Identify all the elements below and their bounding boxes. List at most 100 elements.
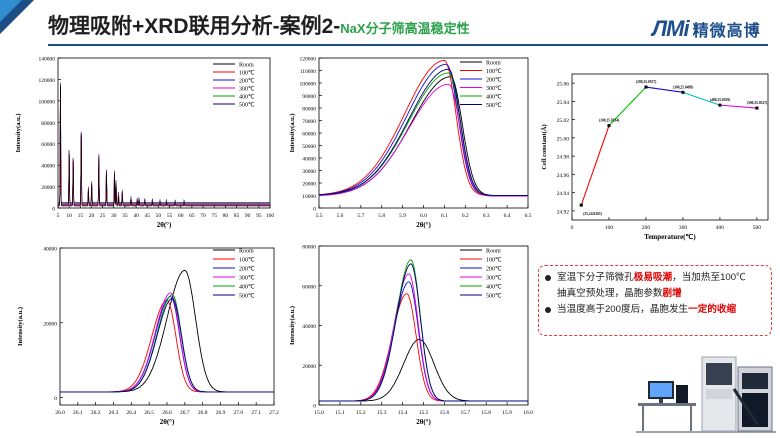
series-line-200c [319, 63, 528, 196]
y-tick-label: 70000 [302, 119, 316, 125]
x-tick-label: 95 [256, 213, 262, 219]
x-tick-label: 26.7 [180, 410, 190, 416]
data-label: (500,25.0327) [747, 101, 768, 105]
y-tick-label: 60000 [41, 142, 55, 148]
note-text: ，当加热至100℃ [672, 272, 746, 283]
x-tick-label: 500 [753, 225, 762, 231]
x-tick-label: 0 [571, 225, 574, 231]
x-tick-label: 90 [245, 213, 251, 219]
y-tick-label: 40000 [302, 157, 316, 163]
legend-label: 200℃ [486, 267, 502, 273]
x-tick-label: 6.2 [462, 213, 469, 219]
y-tick-label: 0 [313, 207, 316, 213]
y-tick-label: 50000 [302, 144, 316, 150]
series-line-200c [58, 84, 270, 205]
x-tick-label: 15.3 [377, 410, 387, 416]
x-tick-label: 15.6 [440, 410, 450, 416]
x-axis-label: Temperature(℃) [644, 233, 696, 241]
legend-label: 100℃ [486, 69, 502, 75]
title-sub: NaX分子筛高温稳定性 [340, 21, 470, 36]
y-tick-label: 25.04 [557, 100, 570, 106]
data-point [607, 124, 611, 128]
x-tick-label: 5 [57, 213, 60, 219]
x-tick-label: 26.2 [91, 410, 101, 416]
series-line-room [319, 338, 528, 402]
legend-label: 200℃ [486, 78, 502, 84]
x-tick-label: 20 [89, 213, 95, 219]
y-tick-label: 0 [54, 396, 57, 402]
x-tick-label: 15.9 [502, 410, 512, 416]
note-text: 室温下分子筛微孔 [557, 272, 634, 283]
x-tick-label: 85 [234, 213, 240, 219]
note-text: 抽真空预处理，晶胞参数 [557, 288, 663, 299]
legend-label: 500℃ [239, 294, 255, 300]
x-tick-label: 10 [66, 213, 72, 219]
x-tick-label: 5.8 [378, 213, 385, 219]
plot-frame [57, 57, 271, 209]
x-tick-label: 30 [111, 213, 117, 219]
data-label: (200,25.0557) [636, 80, 657, 84]
data-label: (25,24.9263) [583, 212, 602, 216]
y-tick-label: 30000 [302, 169, 316, 175]
x-tick-label: 15.2 [356, 410, 366, 416]
x-tick-label: 5.7 [357, 213, 364, 219]
series-line-500c [318, 68, 528, 196]
company-logo: ЛMi 精微高博 [652, 16, 761, 42]
conclusion-box: 室温下分子筛微孔极易吸潮，当加热至100℃ 抽真空预处理，晶胞参数剧增 当温度高于… [538, 265, 772, 336]
y-tick-label: 24.92 [557, 209, 570, 215]
x-tick-label: 27.2 [269, 410, 279, 416]
y-tick-label: 0 [313, 404, 316, 410]
y-tick-label: 100000 [39, 99, 56, 105]
y-axis-label: Intensity(a.u.) [289, 306, 296, 345]
y-axis-label: Intensity(a.u.) [17, 307, 24, 346]
logo-mark: ЛMi [652, 16, 690, 41]
x-tick-label: 5.6 [336, 213, 343, 219]
corner-decoration-inner [0, 0, 22, 22]
legend-label: 300℃ [239, 87, 255, 93]
legend-label: Room [486, 61, 501, 67]
legend-label: 100℃ [486, 258, 502, 264]
note-text: 当温度高于200度后，晶胞发生 [557, 304, 689, 315]
legend-label: 300℃ [486, 86, 502, 92]
legend-label: 300℃ [486, 276, 502, 282]
x-tick-label: 5.9 [399, 213, 406, 219]
x-tick-label: 60 [178, 213, 184, 219]
legend-label: Room [239, 63, 254, 69]
note-1: 室温下分子筛微孔极易吸潮，当加热至100℃ 抽真空预处理，晶胞参数剧增 [545, 270, 765, 302]
series-line-300c [58, 83, 270, 205]
series-segment [580, 125, 610, 206]
x-tick-label: 15.8 [481, 410, 491, 416]
x-tick-label: 100 [266, 213, 275, 219]
x-tick-label: 40 [133, 213, 139, 219]
legend-label: 100℃ [239, 71, 255, 77]
y-tick-label: 20000 [302, 182, 316, 188]
y-tick-label: 25.00 [557, 136, 570, 142]
x-tick-label: 26.1 [73, 410, 83, 416]
y-tick-label: 10000 [302, 194, 316, 200]
y-axis-label: Intensity(a.u.) [289, 113, 296, 152]
y-tick-label: 24.94 [557, 191, 570, 197]
x-tick-label: 15 [78, 213, 84, 219]
x-tick-label: 300 [679, 225, 688, 231]
series-line-100c [58, 85, 270, 206]
data-point [681, 90, 685, 94]
y-tick-label: 100000 [300, 82, 317, 88]
x-axis-label: 2θ(°) [160, 418, 175, 426]
y-tick-label: 80000 [302, 107, 316, 113]
data-point [579, 203, 583, 207]
legend-label: Room [239, 249, 254, 255]
y-tick-label: 25.06 [557, 82, 570, 88]
series-segment [719, 104, 757, 109]
legend-label: 200℃ [239, 79, 255, 85]
y-axis-label: Cell constant(Å) [540, 124, 548, 169]
x-tick-label: 15.7 [460, 410, 470, 416]
x-tick-label: 26.9 [216, 410, 226, 416]
logo-name: 精微高博 [692, 23, 761, 40]
x-tick-label: 15.4 [398, 410, 408, 416]
bullet-icon [545, 270, 557, 302]
y-tick-label: 0 [52, 207, 55, 213]
y-tick-label: 40000 [43, 247, 57, 253]
x-axis-label: 2θ(°) [157, 221, 172, 229]
y-tick-label: 90000 [302, 94, 316, 100]
y-tick-label: 20000 [43, 321, 57, 327]
